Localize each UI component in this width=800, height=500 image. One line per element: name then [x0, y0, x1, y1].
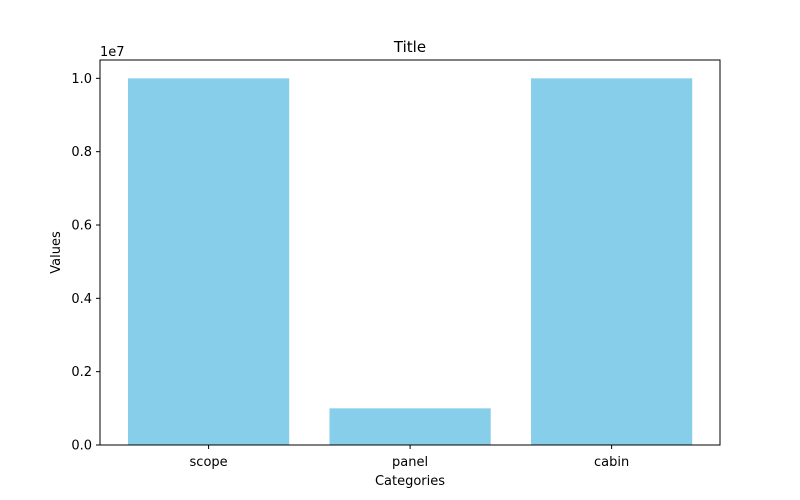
bar-scope — [128, 78, 290, 445]
y-tick-label: 1.0 — [71, 72, 92, 87]
x-tick-label: panel — [392, 455, 428, 470]
y-tick-label: 0.6 — [71, 219, 92, 234]
x-tick-label: scope — [190, 455, 228, 470]
y-axis-label: Values — [49, 231, 64, 274]
chart-title: Title — [393, 38, 426, 56]
bars-group — [128, 78, 693, 445]
x-axis-ticks: scope panel cabin — [190, 445, 629, 470]
y-tick-label: 0.4 — [71, 292, 92, 307]
y-axis-offset-label: 1e7 — [100, 45, 125, 60]
y-tick-label: 0.2 — [71, 365, 92, 380]
y-axis-ticks: 0.0 0.2 0.4 0.6 0.8 1.0 — [71, 72, 100, 454]
bar-panel — [329, 408, 491, 445]
y-tick-label: 0.0 — [71, 439, 92, 454]
x-tick-label: cabin — [594, 455, 629, 470]
x-axis-label: Categories — [375, 474, 445, 489]
y-tick-label: 0.8 — [71, 145, 92, 160]
bar-cabin — [531, 78, 693, 445]
